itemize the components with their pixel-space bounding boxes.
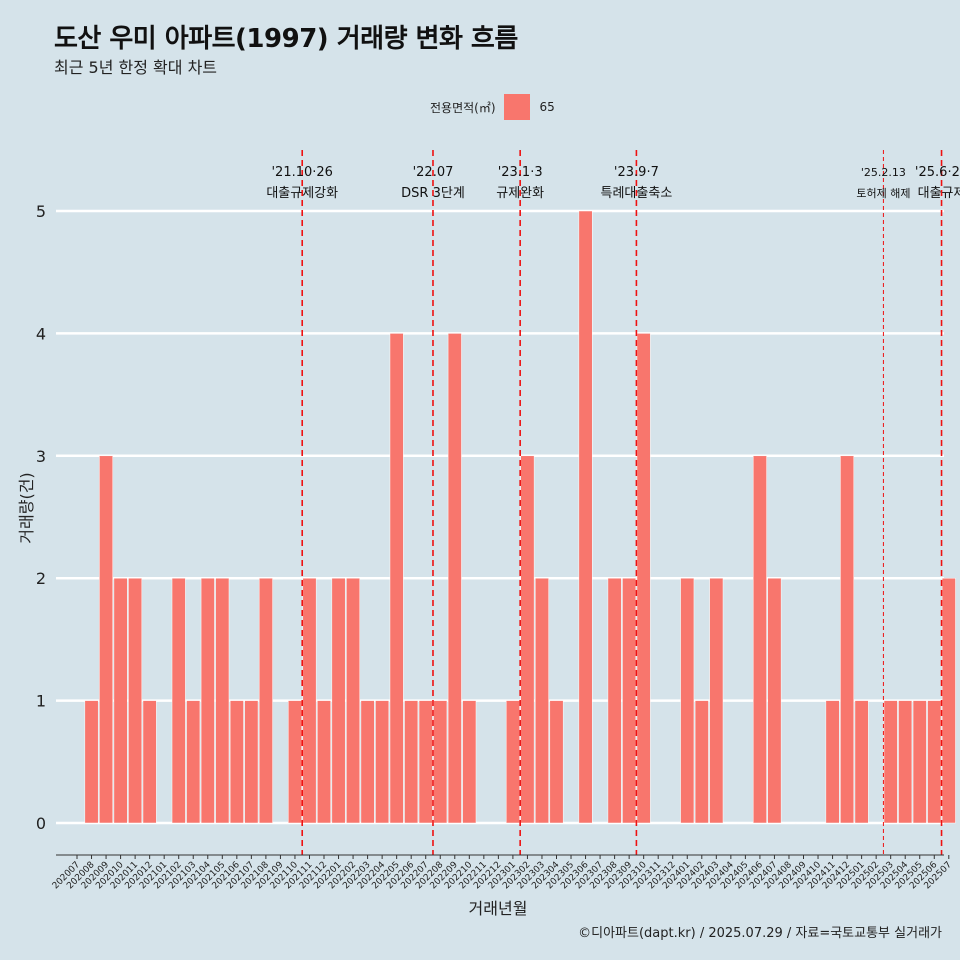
legend-item-label: 65 (539, 100, 555, 114)
bar (898, 700, 913, 824)
bar (288, 700, 302, 824)
y-tick-label: 1 (36, 692, 46, 711)
bar (84, 700, 99, 824)
bar (142, 700, 157, 824)
event-label: 대출규제 (918, 186, 960, 201)
legend-swatch (503, 94, 530, 120)
bar (389, 333, 404, 824)
bar (258, 577, 273, 824)
bar (128, 577, 143, 824)
bar (317, 700, 331, 824)
x-axis-title: 거래년월 (469, 899, 528, 918)
bar (607, 577, 622, 824)
caption: ©디아파트(dapt.kr) / 2025.07.29 / 자료=국토교통부 실… (578, 926, 942, 941)
bars (70, 210, 956, 824)
chart-title: 도산 우미 아파트(1997) 거래량 변화 흐름 (54, 24, 518, 54)
bar (462, 700, 477, 824)
bar (578, 210, 593, 824)
legend-title: 전용면적(㎡) (430, 100, 496, 115)
bar (665, 822, 680, 824)
event-label: DSR 3단계 (401, 186, 465, 201)
bar (854, 700, 869, 824)
bar (331, 577, 346, 824)
y-tick-label: 2 (36, 569, 46, 588)
event-date-label: '25.2.13 (861, 166, 906, 179)
bar (346, 577, 361, 824)
event-label: 토허제 해제 (856, 186, 910, 200)
bar (244, 700, 259, 824)
bar (825, 700, 840, 824)
bar (215, 577, 230, 824)
bar (433, 700, 448, 824)
bar (113, 577, 128, 824)
legend: 전용면적(㎡) 65 (430, 94, 555, 120)
bar (375, 700, 390, 824)
bar (680, 577, 695, 824)
y-tick-label: 5 (36, 202, 46, 221)
y-axis-title: 거래량(건) (17, 472, 36, 543)
y-tick-label: 3 (36, 447, 46, 466)
bar (564, 822, 578, 824)
bar (883, 700, 898, 824)
bar (505, 700, 520, 824)
bar (186, 700, 201, 824)
event-lines: '21.10·26 대출규제강화 '22.07 DSR 3단계 '23.1·3 규제완화 '… (266, 150, 960, 855)
chart-subtitle: 최근 5년 한정 확대 차트 (54, 58, 218, 77)
bar (767, 577, 782, 824)
bar (535, 577, 549, 824)
bar (418, 700, 433, 824)
bar (738, 822, 753, 824)
bar (927, 700, 942, 824)
bar (491, 822, 506, 824)
event-date-label: '22.07 (413, 165, 454, 180)
bar (229, 700, 244, 824)
bar (622, 577, 637, 824)
bar (447, 333, 462, 824)
bar (796, 822, 811, 824)
bar (840, 455, 855, 824)
bar (811, 822, 825, 824)
x-axis: 2020072020082020092020102020112020122021… (51, 854, 954, 891)
event-label: 대출규제강화 (266, 186, 338, 201)
event-date-label: '21.10·26 (271, 165, 332, 180)
y-tick-label: 4 (36, 324, 46, 343)
bar (99, 455, 113, 824)
bar (941, 577, 956, 824)
bar (200, 577, 215, 824)
bar (302, 577, 317, 824)
event-date-label: '23.1·3 (498, 165, 543, 180)
bar (694, 700, 709, 824)
bar (636, 333, 651, 824)
bar (171, 577, 186, 824)
bar (273, 822, 288, 824)
event-label: 특례대출축소 (601, 186, 673, 201)
y-tick-label: 0 (36, 814, 46, 833)
bar (912, 700, 927, 824)
event-date-label: '25.6·27 (915, 165, 960, 180)
event-label: 규제완화 (496, 186, 544, 201)
bar (404, 700, 419, 824)
bar (360, 700, 375, 824)
bar (520, 455, 535, 824)
bar (752, 455, 767, 824)
bar (593, 822, 608, 824)
bar (782, 822, 796, 824)
bar (869, 822, 884, 824)
bar (723, 822, 738, 824)
bar (157, 822, 172, 824)
y-axis: 0 1 2 3 4 5 (36, 202, 46, 833)
event-date-label: '23.9·7 (614, 165, 659, 180)
bar (709, 577, 724, 824)
bar (476, 822, 491, 824)
bar (70, 822, 84, 824)
bar (549, 700, 564, 824)
bar (651, 822, 666, 824)
